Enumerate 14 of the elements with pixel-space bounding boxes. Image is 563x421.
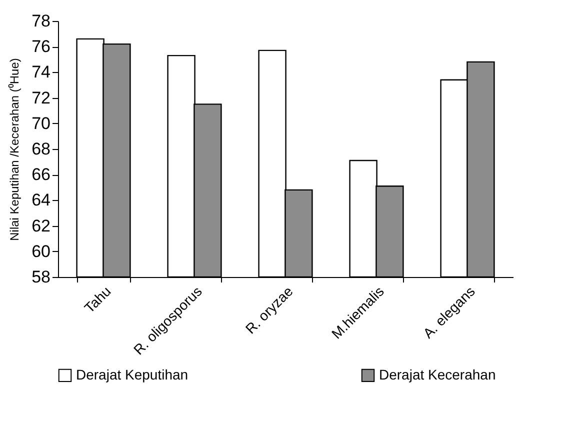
y-tick-label: 78 bbox=[32, 12, 50, 30]
y-tick-label: 74 bbox=[32, 62, 50, 82]
y-tick-label: 72 bbox=[32, 88, 50, 108]
y-tick-label: 66 bbox=[32, 165, 50, 184]
legend-label: Derajat Kecerahan bbox=[379, 366, 496, 382]
y-tick-label: 62 bbox=[32, 216, 50, 236]
y-tick-label: 64 bbox=[32, 190, 50, 210]
y-tick-label: 60 bbox=[32, 242, 50, 261]
y-tick-label: 68 bbox=[32, 140, 50, 158]
y-axis-title: Nilai Keputihan /Kecerahan (⁰Hue) bbox=[8, 58, 22, 241]
legend-label: Derajat Keputihan bbox=[76, 366, 188, 382]
y-tick-label: 70 bbox=[32, 114, 50, 133]
y-tick-label: 58 bbox=[32, 268, 50, 286]
y-tick-label: 76 bbox=[32, 37, 50, 56]
